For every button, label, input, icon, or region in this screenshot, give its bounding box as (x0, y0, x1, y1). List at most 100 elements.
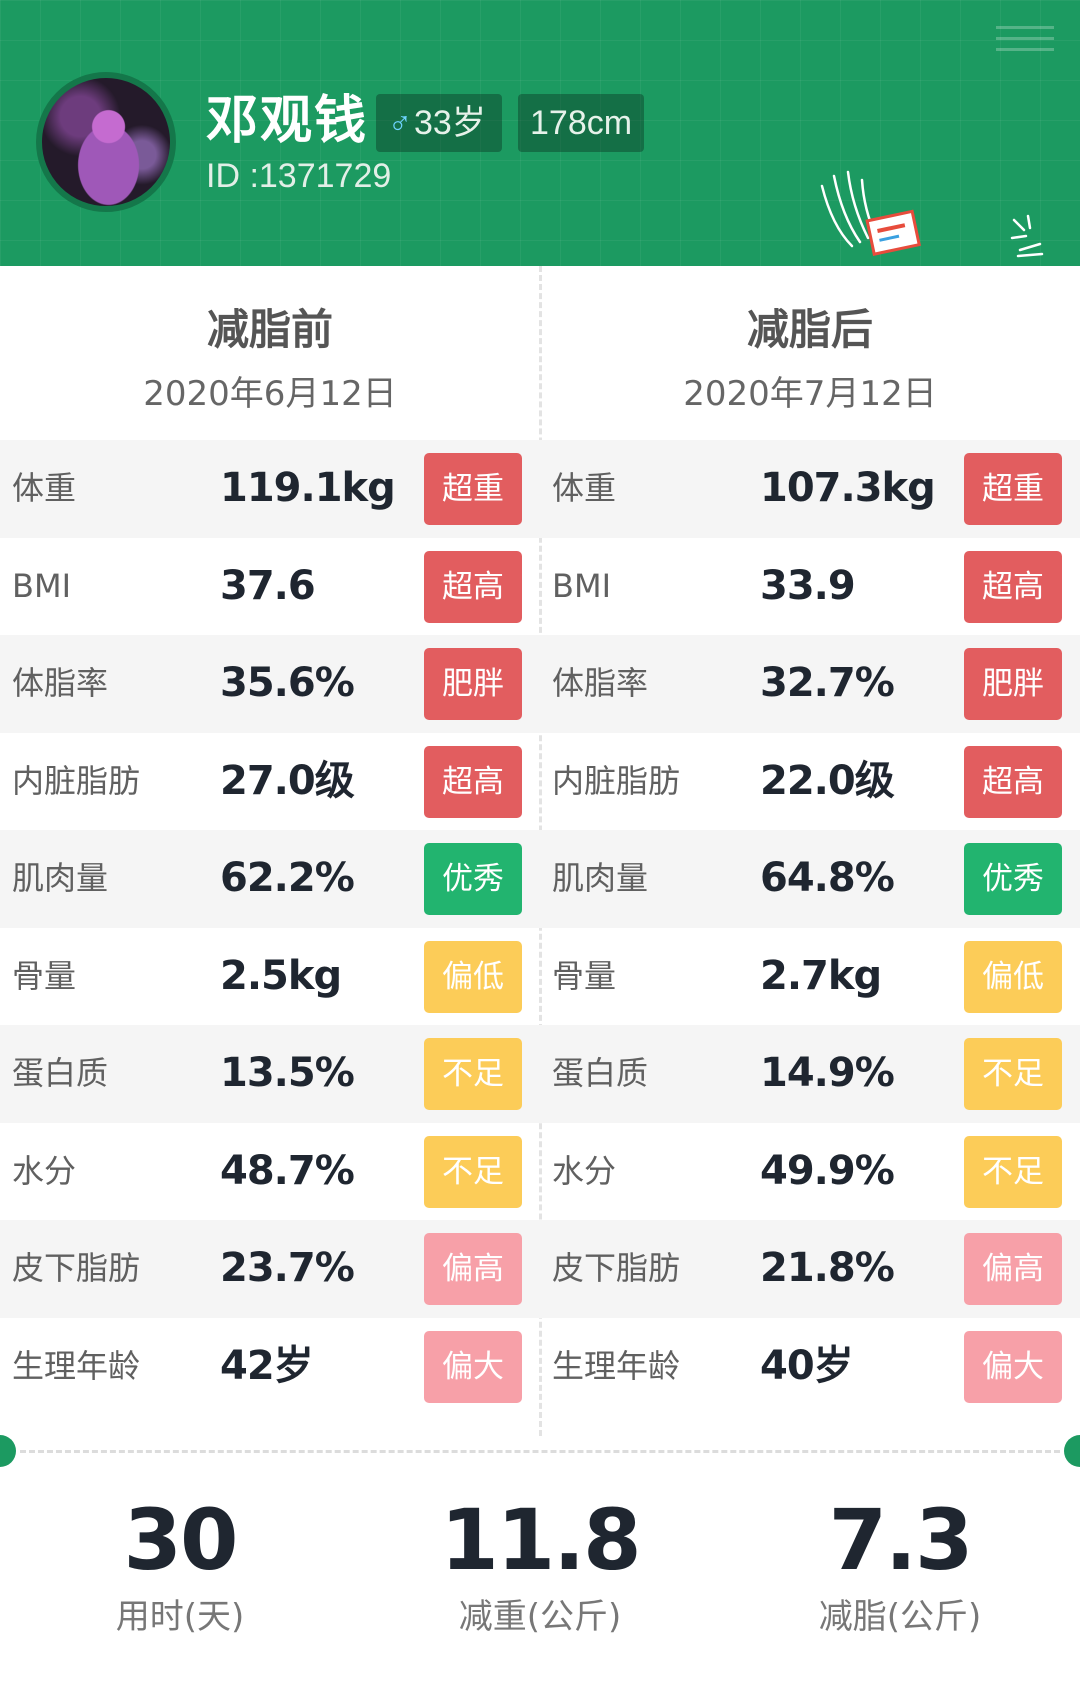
status-badge: 优秀 (424, 843, 522, 915)
profile-header: 邓观钱 ♂33岁 178cm ID :1371729 (0, 0, 1080, 266)
status-badge: 偏大 (964, 1330, 1062, 1403)
summary-fat-loss: 7.3 减脂(公斤) (720, 1490, 1080, 1642)
metric-label: BMI (12, 566, 71, 605)
summary-value: 7.3 (828, 1491, 974, 1589)
metric-row: 水分 49.9% 不足 (540, 1123, 1080, 1221)
metric-row: 内脏脂肪 27.0级 超高 (0, 733, 540, 831)
metric-row: 皮下脂肪 21.8% 偏高 (540, 1220, 1080, 1318)
metric-label: 水分 (552, 1151, 617, 1190)
metric-label: 皮下脂肪 (12, 1249, 141, 1287)
metric-label: 体重 (552, 469, 617, 507)
metric-row: BMI 33.9 超高 (540, 538, 1080, 636)
metric-label: BMI (552, 566, 611, 605)
summary-stats: 30 用时(天) 11.8 减重(公斤) 7.3 减脂(公斤) (0, 1490, 1080, 1670)
metric-value: 48.7% (220, 1147, 355, 1194)
metric-value: 32.7% (760, 660, 895, 706)
age-badge: ♂33岁 (376, 94, 502, 152)
metric-label: 内脏脂肪 (552, 761, 681, 800)
status-badge: 偏大 (424, 1330, 522, 1403)
status-badge: 不足 (424, 1038, 522, 1110)
metric-value: 14.9% (760, 1050, 895, 1096)
male-symbol-icon: ♂ (388, 105, 412, 141)
metric-value: 49.9% (760, 1147, 895, 1194)
metric-row: 肌肉量 62.2% 优秀 (0, 830, 540, 928)
user-id: ID :1371729 (206, 157, 392, 195)
metric-value: 13.5% (220, 1050, 355, 1096)
metric-row: 肌肉量 64.8% 优秀 (540, 830, 1080, 928)
summary-weight-loss: 11.8 减重(公斤) (360, 1490, 720, 1642)
sparkle-icon (1010, 214, 1044, 258)
metric-label: 生理年龄 (12, 1346, 141, 1385)
metric-value: 62.2% (220, 855, 355, 901)
status-badge: 偏低 (424, 940, 522, 1013)
status-badge: 超高 (424, 745, 522, 818)
metric-label: 体脂率 (552, 664, 649, 702)
metric-value: 2.5kg (220, 952, 342, 999)
metric-label: 水分 (12, 1151, 77, 1190)
metric-value: 119.1kg (220, 465, 396, 511)
metric-row: 体重 119.1kg 超重 (0, 440, 540, 538)
status-badge: 偏高 (424, 1233, 522, 1305)
metric-row: 骨量 2.7kg 偏低 (540, 928, 1080, 1026)
status-badge: 超高 (964, 550, 1062, 623)
status-badge: 不足 (964, 1038, 1062, 1110)
metric-row: 内脏脂肪 22.0级 超高 (540, 733, 1080, 831)
metric-value: 27.0级 (220, 757, 355, 804)
menu-lines-icon (996, 26, 1054, 52)
metric-row: 生理年龄 40岁 偏大 (540, 1318, 1080, 1416)
status-badge: 偏高 (964, 1233, 1062, 1305)
metric-label: 内脏脂肪 (12, 761, 141, 800)
summary-label: 减重(公斤) (458, 1597, 622, 1637)
status-badge: 肥胖 (964, 648, 1062, 720)
status-badge: 优秀 (964, 843, 1062, 915)
status-badge: 超重 (424, 453, 522, 525)
metric-value: 33.9 (760, 562, 856, 609)
metric-row: 体脂率 32.7% 肥胖 (540, 635, 1080, 733)
avatar[interactable] (36, 72, 176, 212)
summary-value: 11.8 (440, 1491, 641, 1589)
age-text: 33岁 (414, 104, 486, 142)
metric-value: 42岁 (220, 1342, 314, 1389)
metric-label: 肌肉量 (552, 859, 649, 897)
before-metrics-list: 体重 119.1kg 超重 BMI 37.6 超高 体脂率 35.6% 肥胖 内脏脂肪 27.0级超… (0, 440, 540, 1415)
metric-value: 21.8% (760, 1245, 895, 1291)
metric-row: 生理年龄 42岁 偏大 (0, 1318, 540, 1416)
metric-label: 骨量 (552, 956, 617, 995)
before-column: 减脂前 2020年6月12日 体重 119.1kg 超重 BMI 37.6 超高 体脂率 35… (0, 266, 540, 1446)
metric-row: 水分 48.7% 不足 (0, 1123, 540, 1221)
metric-row: 体脂率 35.6% 肥胖 (0, 635, 540, 733)
ticket-notch-left (0, 1435, 16, 1467)
metric-row: 蛋白质 14.9% 不足 (540, 1025, 1080, 1123)
metric-value: 35.6% (220, 660, 355, 706)
metric-label: 蛋白质 (552, 1054, 649, 1092)
status-badge: 偏低 (964, 940, 1062, 1013)
metric-label: 皮下脂肪 (552, 1249, 681, 1287)
status-badge: 不足 (964, 1135, 1062, 1208)
metric-value: 23.7% (220, 1245, 355, 1291)
status-badge: 超高 (964, 745, 1062, 818)
after-title: 减脂后 (746, 305, 873, 354)
summary-days: 30 用时(天) (0, 1490, 360, 1642)
metric-label: 体脂率 (12, 664, 109, 702)
metric-value: 107.3kg (760, 465, 936, 511)
after-column: 减脂后 2020年7月12日 体重 107.3kg 超重 BMI 33.9 超高 体脂率 32… (540, 266, 1080, 1446)
status-badge: 超高 (424, 550, 522, 623)
metric-label: 骨量 (12, 956, 77, 995)
summary-value: 30 (123, 1491, 239, 1589)
metric-label: 体重 (12, 469, 77, 507)
after-metrics-list: 体重 107.3kg 超重 BMI 33.9 超高 体脂率 32.7% 肥胖 内脏脂肪 22.0级超… (540, 440, 1080, 1415)
metric-value: 22.0级 (760, 757, 895, 804)
metric-row: BMI 37.6 超高 (0, 538, 540, 636)
metric-value: 40岁 (760, 1342, 854, 1389)
status-badge: 不足 (424, 1135, 522, 1208)
hand-holding-card-icon (820, 170, 921, 256)
ticket-notch-right (1064, 1435, 1080, 1467)
summary-label: 用时(天) (115, 1597, 245, 1637)
user-name: 邓观钱 (206, 91, 369, 151)
metric-row: 皮下脂肪 23.7% 偏高 (0, 1220, 540, 1318)
metric-label: 肌肉量 (12, 859, 109, 897)
metric-label: 蛋白质 (12, 1054, 109, 1092)
comparison-card: 减脂前 2020年6月12日 体重 119.1kg 超重 BMI 37.6 超高 体脂率 35… (0, 266, 1080, 1446)
dashed-separator (20, 1450, 1060, 1453)
before-date: 2020年6月12日 (143, 374, 397, 414)
